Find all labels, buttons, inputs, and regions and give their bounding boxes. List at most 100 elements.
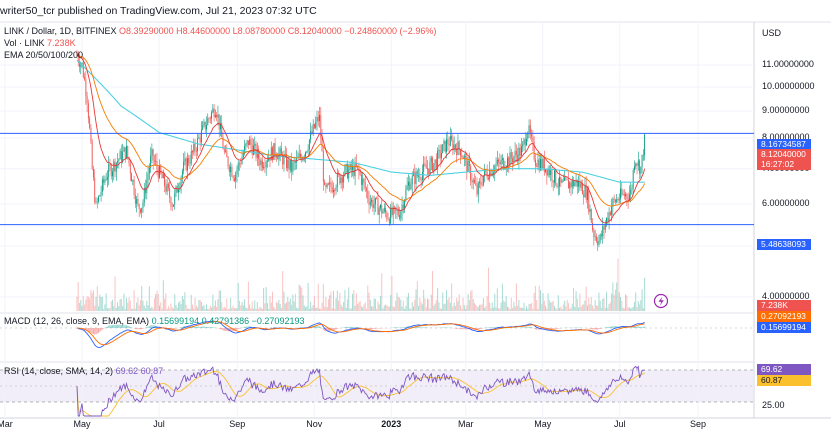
macd-histogram-bar — [477, 328, 479, 330]
macd-histogram-bar — [523, 327, 525, 328]
volume-bar — [150, 308, 152, 311]
macd-histogram-bar — [242, 327, 244, 328]
volume-bar — [461, 308, 463, 311]
volume-bar — [592, 305, 594, 311]
candle-body — [279, 148, 281, 154]
macd-histogram-bar — [112, 325, 114, 328]
volume-bar — [136, 302, 138, 311]
lightning-bolt-icon[interactable] — [653, 293, 669, 309]
candle-body — [250, 139, 252, 145]
candle-body — [87, 103, 89, 119]
candle-body — [634, 166, 635, 171]
volume-bar — [118, 306, 120, 311]
candle-body — [326, 183, 328, 187]
legend-ema-label[interactable]: EMA 20/50/100/200 — [4, 50, 84, 60]
candle-body — [249, 139, 251, 146]
volume-bar — [414, 299, 416, 311]
macd-histogram-bar — [146, 327, 148, 328]
candle-body — [626, 194, 628, 198]
candle-body — [291, 160, 293, 172]
volume-bar — [106, 308, 108, 311]
candle-body — [341, 177, 343, 183]
candle-body — [437, 150, 439, 169]
candle-body — [322, 151, 324, 182]
macd-histogram-bar — [533, 328, 535, 329]
volume-bar — [457, 301, 459, 311]
candle-body — [641, 155, 643, 167]
candle-body — [81, 62, 83, 65]
candle-body — [514, 150, 516, 157]
volume-bar — [633, 301, 635, 311]
candle-body — [235, 174, 237, 182]
candle-body — [165, 186, 167, 192]
volume-bar — [425, 307, 427, 311]
volume-bar — [204, 308, 206, 311]
volume-bar — [250, 308, 252, 311]
macd-histogram-bar — [594, 328, 596, 330]
candle-body — [114, 161, 116, 172]
legend-volume-label: Vol · LINK — [4, 38, 45, 48]
volume-bar — [87, 296, 89, 311]
candle-body — [193, 143, 195, 153]
volume-bar — [499, 308, 501, 311]
volume-bar — [613, 295, 615, 311]
volume-bar — [467, 293, 469, 311]
macd-histogram-bar — [119, 324, 121, 328]
macd-histogram-bar — [606, 327, 608, 328]
volume-bar — [510, 297, 512, 311]
candle-body — [590, 209, 592, 223]
candle-body — [527, 132, 529, 140]
volume-bar — [132, 308, 134, 311]
macd-histogram-bar — [528, 326, 530, 328]
macd-histogram-bar — [467, 328, 469, 330]
legend-symbol[interactable]: LINK / Dollar, 1D, BITFINEX — [4, 26, 117, 36]
macd-histogram-bar — [557, 328, 559, 329]
candle-body — [617, 199, 619, 201]
volume-bar — [489, 302, 491, 311]
volume-bar — [513, 301, 515, 311]
candle-body — [131, 173, 133, 182]
volume-bar — [411, 302, 413, 311]
currency-label[interactable]: USD — [762, 28, 782, 38]
macd-histogram-bar — [639, 326, 641, 328]
volume-bar — [528, 303, 530, 311]
volume-bar — [524, 308, 526, 311]
price-tick-label: 8.00000000 — [762, 132, 810, 143]
grid — [0, 22, 754, 418]
candle-body — [216, 114, 218, 118]
volume-bar — [406, 297, 408, 311]
candle-body — [518, 147, 520, 162]
candle-body — [133, 180, 135, 196]
volume-bar — [139, 300, 141, 311]
volume-bar — [625, 294, 627, 311]
candle-body — [251, 144, 253, 155]
volume-bar — [520, 307, 522, 311]
volume-bar — [518, 299, 520, 311]
candle-body — [317, 117, 319, 122]
macd-histogram-bar — [85, 328, 87, 331]
macd-histogram-bar — [244, 326, 246, 328]
legend-rsi-line[interactable]: RSI (14, close, SMA, 14, 2) 69.62 60.87 — [4, 366, 163, 376]
candle-body — [230, 166, 232, 173]
volume-bar — [259, 306, 261, 311]
macd-histogram-bar — [354, 327, 356, 328]
candle-body — [153, 160, 155, 162]
candle-body — [160, 165, 162, 174]
volume-bar — [434, 303, 436, 311]
candle-body — [197, 138, 199, 152]
volume-bar — [236, 308, 238, 311]
volume-bar — [368, 292, 370, 311]
legend-macd-line[interactable]: MACD (12, 26, close, 9, EMA, EMA) 0.1569… — [4, 316, 304, 326]
macd-histogram-bar — [632, 327, 634, 328]
candle-body — [315, 122, 317, 128]
hline-price-badge: 8.16734587 — [757, 139, 811, 150]
ema20-line — [76, 54, 646, 224]
volume-bar — [264, 303, 266, 311]
candle-body — [571, 179, 573, 188]
volume-bar — [92, 290, 94, 311]
candle-body — [171, 206, 173, 207]
macd-histogram-bar — [151, 325, 153, 328]
legend-volume-line[interactable]: Vol · LINK 7.238K — [4, 38, 76, 48]
volume-bar — [439, 308, 441, 311]
